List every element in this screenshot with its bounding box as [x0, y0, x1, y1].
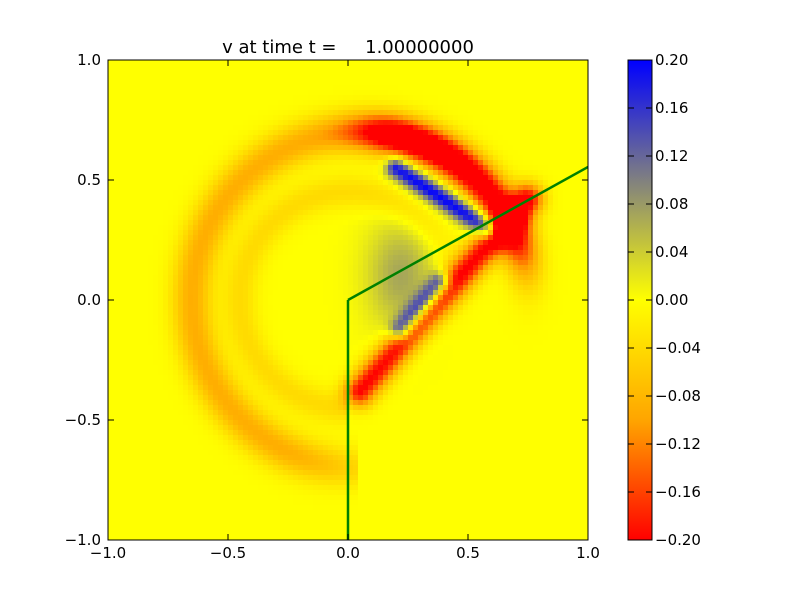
y-tick-label: −1.0: [65, 531, 101, 549]
x-tick-label: 0.0: [336, 544, 360, 562]
colorbar-tick-label: −0.16: [655, 483, 701, 501]
colorbar: 0.20 0.16 0.12 0.08 0.04 0.00 −0.04 −0.08 −0.12 −…: [627, 51, 701, 549]
colorbar-ticks: 0.20 0.16 0.12 0.08 0.04 0.00 −0.04 −0.08 −0.12 −…: [628, 51, 701, 549]
x-tick-label: 1.0: [576, 544, 600, 562]
overlay-line: [347, 165, 588, 302]
colorbar-tick-label: 0.12: [655, 147, 688, 165]
colorbar-tick-label: −0.04: [655, 339, 701, 357]
x-tick-label: −1.0: [90, 544, 126, 562]
colorbar-tick-label: −0.08: [655, 387, 701, 405]
y-tick-label: 0.0: [77, 291, 101, 309]
y-axis: −1.0 −0.5 0.0 0.5 1.0: [65, 51, 588, 549]
colorbar-tick-label: −0.20: [655, 531, 701, 549]
colorbar-tick-label: 0.00: [655, 291, 688, 309]
y-tick-label: −0.5: [65, 411, 101, 429]
colorbar-tick-label: 0.04: [655, 243, 688, 261]
x-axis: −1.0 −0.5 0.0 0.5 1.0: [90, 60, 600, 562]
plot-area: −1.0 −0.5 0.0 0.5 1.0 −1.0 −0.5 0.0 0.5 1.0: [65, 51, 600, 562]
x-tick-label: −0.5: [210, 544, 246, 562]
y-tick-label: 1.0: [77, 51, 101, 69]
colorbar-tick-label: 0.08: [655, 195, 688, 213]
chart-title: v at time t = 1.00000000: [222, 37, 474, 58]
colorbar-tick-label: 0.16: [655, 99, 688, 117]
colorbar-tick-label: 0.20: [655, 51, 688, 69]
y-tick-label: 0.5: [77, 171, 101, 189]
x-tick-label: 0.5: [456, 544, 480, 562]
colorbar-tick-label: −0.12: [655, 435, 701, 453]
overlay-lines: [346, 165, 588, 540]
